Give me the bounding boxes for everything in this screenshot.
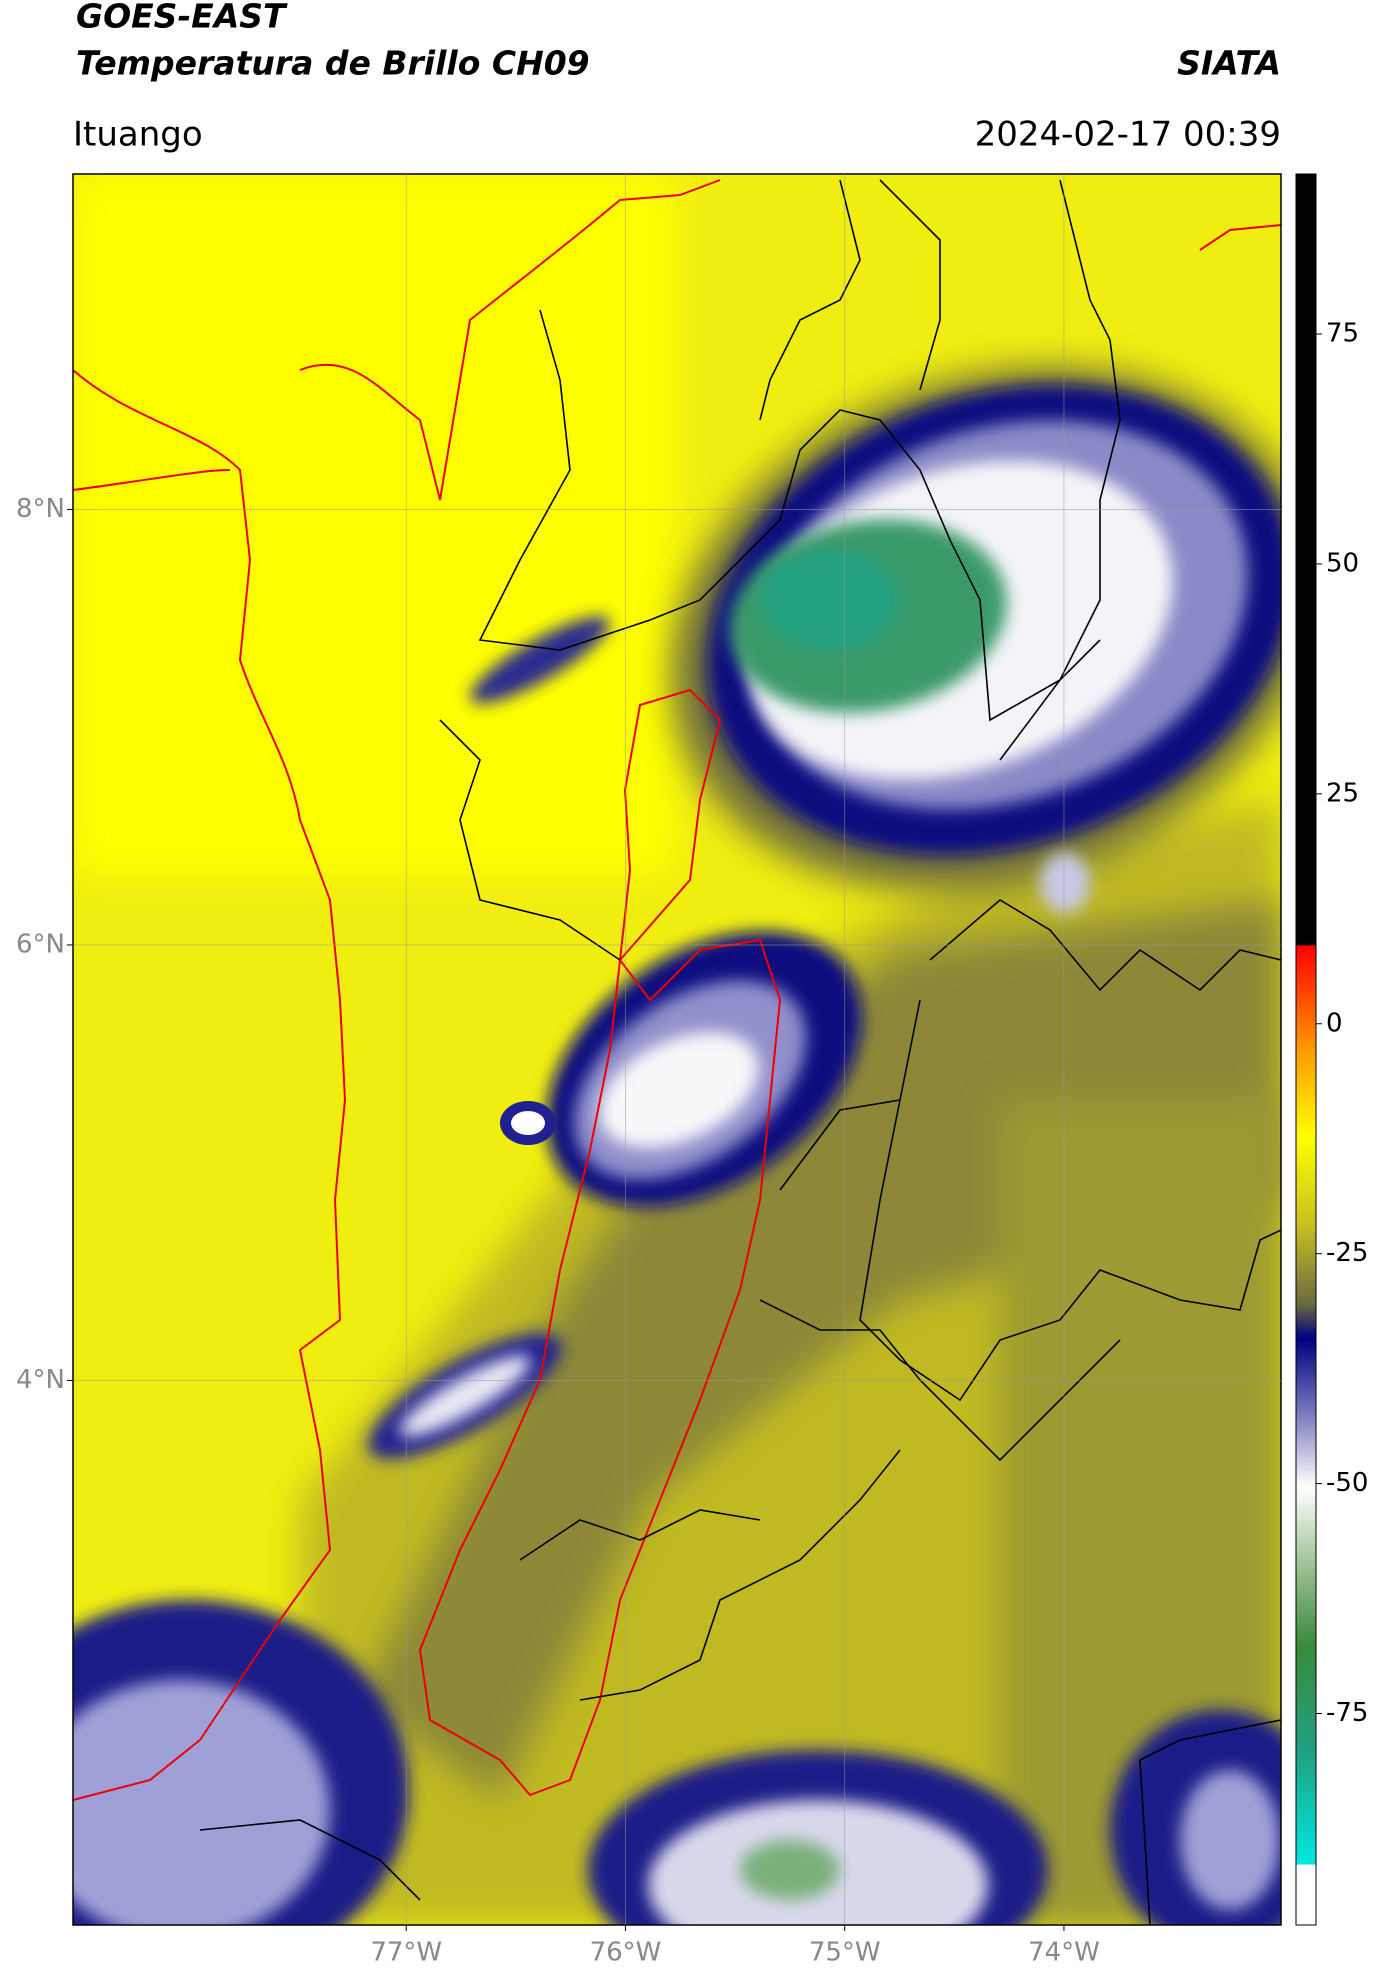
title: GOES-EAST bbox=[76, 0, 288, 36]
colorbar-tick-label: 0 bbox=[1326, 1008, 1343, 1038]
map-frame bbox=[72, 173, 1282, 1926]
lat-tick-label: 6°N bbox=[16, 929, 65, 959]
colorbar-tick-label: -25 bbox=[1326, 1238, 1368, 1268]
colorbar-tick-label: 50 bbox=[1326, 548, 1359, 578]
lon-tick-label: 76°W bbox=[590, 1938, 662, 1968]
colorbar-tick-label: -50 bbox=[1326, 1468, 1368, 1498]
datetime: 2024-02-17 00:39 bbox=[975, 115, 1281, 155]
lon-tick-label: 77°W bbox=[370, 1938, 442, 1968]
source: SIATA bbox=[1177, 44, 1281, 83]
product: Temperatura de Brillo CH09 bbox=[76, 44, 590, 83]
satellite-image bbox=[73, 174, 1281, 1925]
colorbar-tick-label: 25 bbox=[1326, 778, 1359, 808]
colorbar-tick-label: 75 bbox=[1326, 319, 1359, 349]
lat-tick-label: 4°N bbox=[16, 1365, 65, 1395]
colorbar bbox=[1295, 173, 1317, 1926]
lon-tick-label: 75°W bbox=[809, 1938, 881, 1968]
location: Ituango bbox=[73, 115, 203, 155]
colorbar-tick-label: -75 bbox=[1326, 1698, 1368, 1728]
lon-tick-label: 74°W bbox=[1028, 1938, 1100, 1968]
lat-tick-label: 8°N bbox=[16, 494, 65, 524]
